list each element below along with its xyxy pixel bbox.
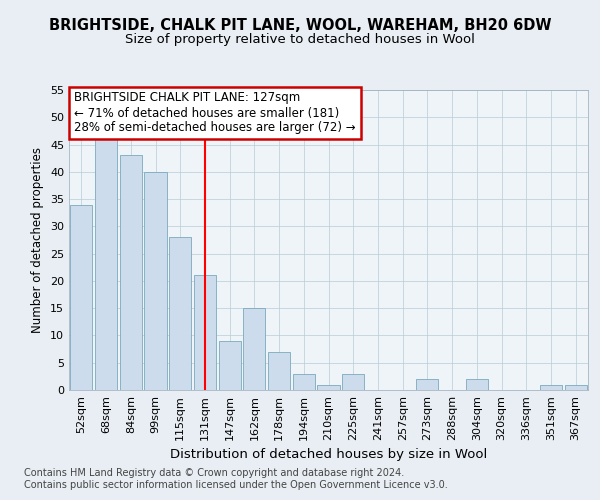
Bar	[293, 374, 315, 390]
Bar	[70, 204, 92, 390]
Y-axis label: Number of detached properties: Number of detached properties	[31, 147, 44, 333]
X-axis label: Distribution of detached houses by size in Wool: Distribution of detached houses by size …	[170, 448, 487, 462]
Bar	[119, 156, 142, 390]
Text: Size of property relative to detached houses in Wool: Size of property relative to detached ho…	[125, 32, 475, 46]
Text: Contains public sector information licensed under the Open Government Licence v3: Contains public sector information licen…	[24, 480, 448, 490]
Bar	[466, 379, 488, 390]
Text: BRIGHTSIDE, CHALK PIT LANE, WOOL, WAREHAM, BH20 6DW: BRIGHTSIDE, CHALK PIT LANE, WOOL, WAREHA…	[49, 18, 551, 32]
Bar	[218, 341, 241, 390]
Text: BRIGHTSIDE CHALK PIT LANE: 127sqm
← 71% of detached houses are smaller (181)
28%: BRIGHTSIDE CHALK PIT LANE: 127sqm ← 71% …	[74, 92, 356, 134]
Bar	[194, 276, 216, 390]
Bar	[243, 308, 265, 390]
Bar	[565, 384, 587, 390]
Bar	[268, 352, 290, 390]
Bar	[145, 172, 167, 390]
Bar	[540, 384, 562, 390]
Bar	[416, 379, 439, 390]
Bar	[342, 374, 364, 390]
Bar	[95, 139, 117, 390]
Text: Contains HM Land Registry data © Crown copyright and database right 2024.: Contains HM Land Registry data © Crown c…	[24, 468, 404, 477]
Bar	[169, 238, 191, 390]
Bar	[317, 384, 340, 390]
